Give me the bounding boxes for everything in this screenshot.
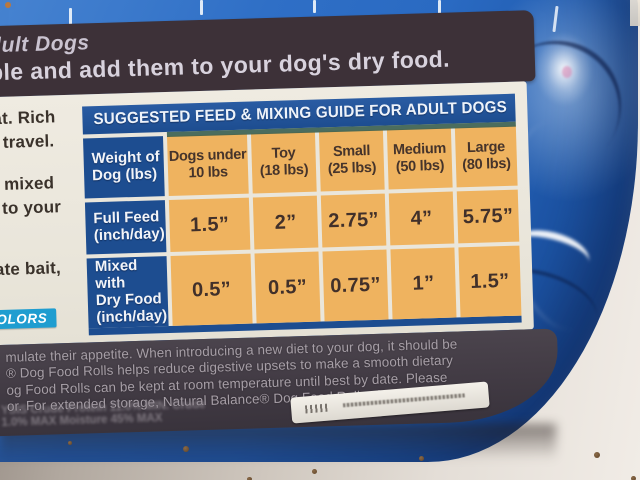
column-header: Dogs under 10 lbs — [166, 133, 249, 196]
label-text-fragment: r travel. — [0, 131, 55, 152]
table-value: 1” — [390, 247, 457, 320]
barcode-marks — [304, 403, 328, 414]
table-value: 1.5” — [168, 197, 251, 252]
ruler-tick — [313, 0, 316, 13]
row-header-full-feed: Full Feed (inch/day) — [84, 200, 167, 255]
crumb — [419, 456, 424, 461]
column-header: Toy (18 lbs) — [250, 131, 317, 194]
ruler-tick — [438, 0, 441, 16]
barcode-lines — [342, 393, 465, 408]
label-text-fragment: ate bait, — [0, 258, 62, 280]
table-value: 5.75” — [456, 189, 520, 244]
ruler-tick — [69, 8, 72, 25]
label-text-fragment: to your — [1, 197, 62, 218]
row-header-mixed: Mixed with Dry Food (inch/day) — [86, 256, 169, 329]
table-value: 2.75” — [320, 193, 387, 248]
crumb — [68, 441, 72, 445]
tabletop-sliver — [630, 0, 640, 26]
crumb — [594, 452, 600, 458]
table-grid: Weight of Dog (lbs) Dogs under 10 lbs To… — [83, 122, 522, 329]
label-text-fragment: at. Rich — [0, 107, 56, 129]
table-value: 2” — [252, 195, 319, 250]
label-text-fragment: r mixed — [0, 173, 55, 194]
column-header: Large (80 lbs) — [454, 125, 518, 188]
table-value: 0.5” — [170, 253, 253, 326]
colors-badge: OLORS — [0, 308, 57, 330]
crumb — [247, 477, 252, 480]
crumb — [183, 446, 189, 452]
speck — [5, 2, 11, 8]
label-footer: mulate their appetite. When introducing … — [0, 328, 560, 437]
table-corner-header: Weight of Dog (lbs) — [83, 136, 165, 199]
crumb — [312, 469, 317, 474]
table-value: 0.75” — [322, 249, 389, 322]
column-header: Medium (50 lbs) — [386, 127, 453, 190]
label-front: at. Rich r travel. r mixed to your ate b… — [0, 81, 534, 346]
crumb — [631, 476, 636, 480]
ruler-tick — [200, 0, 203, 15]
column-header: Small (25 lbs) — [318, 129, 385, 192]
gloss-fleck — [562, 66, 572, 78]
feeding-guide-table: SUGGESTED FEED & MIXING GUIDE FOR ADULT … — [82, 93, 522, 336]
table-value: 0.5” — [254, 251, 321, 324]
table-value: 1.5” — [458, 245, 522, 318]
guaranteed-analysis-text: YSIS Crude Protein 11.0% MIN. Crude 1.0%… — [0, 398, 206, 430]
banner-heading: dult Dogs — [0, 31, 90, 58]
table-value: 4” — [388, 191, 455, 246]
